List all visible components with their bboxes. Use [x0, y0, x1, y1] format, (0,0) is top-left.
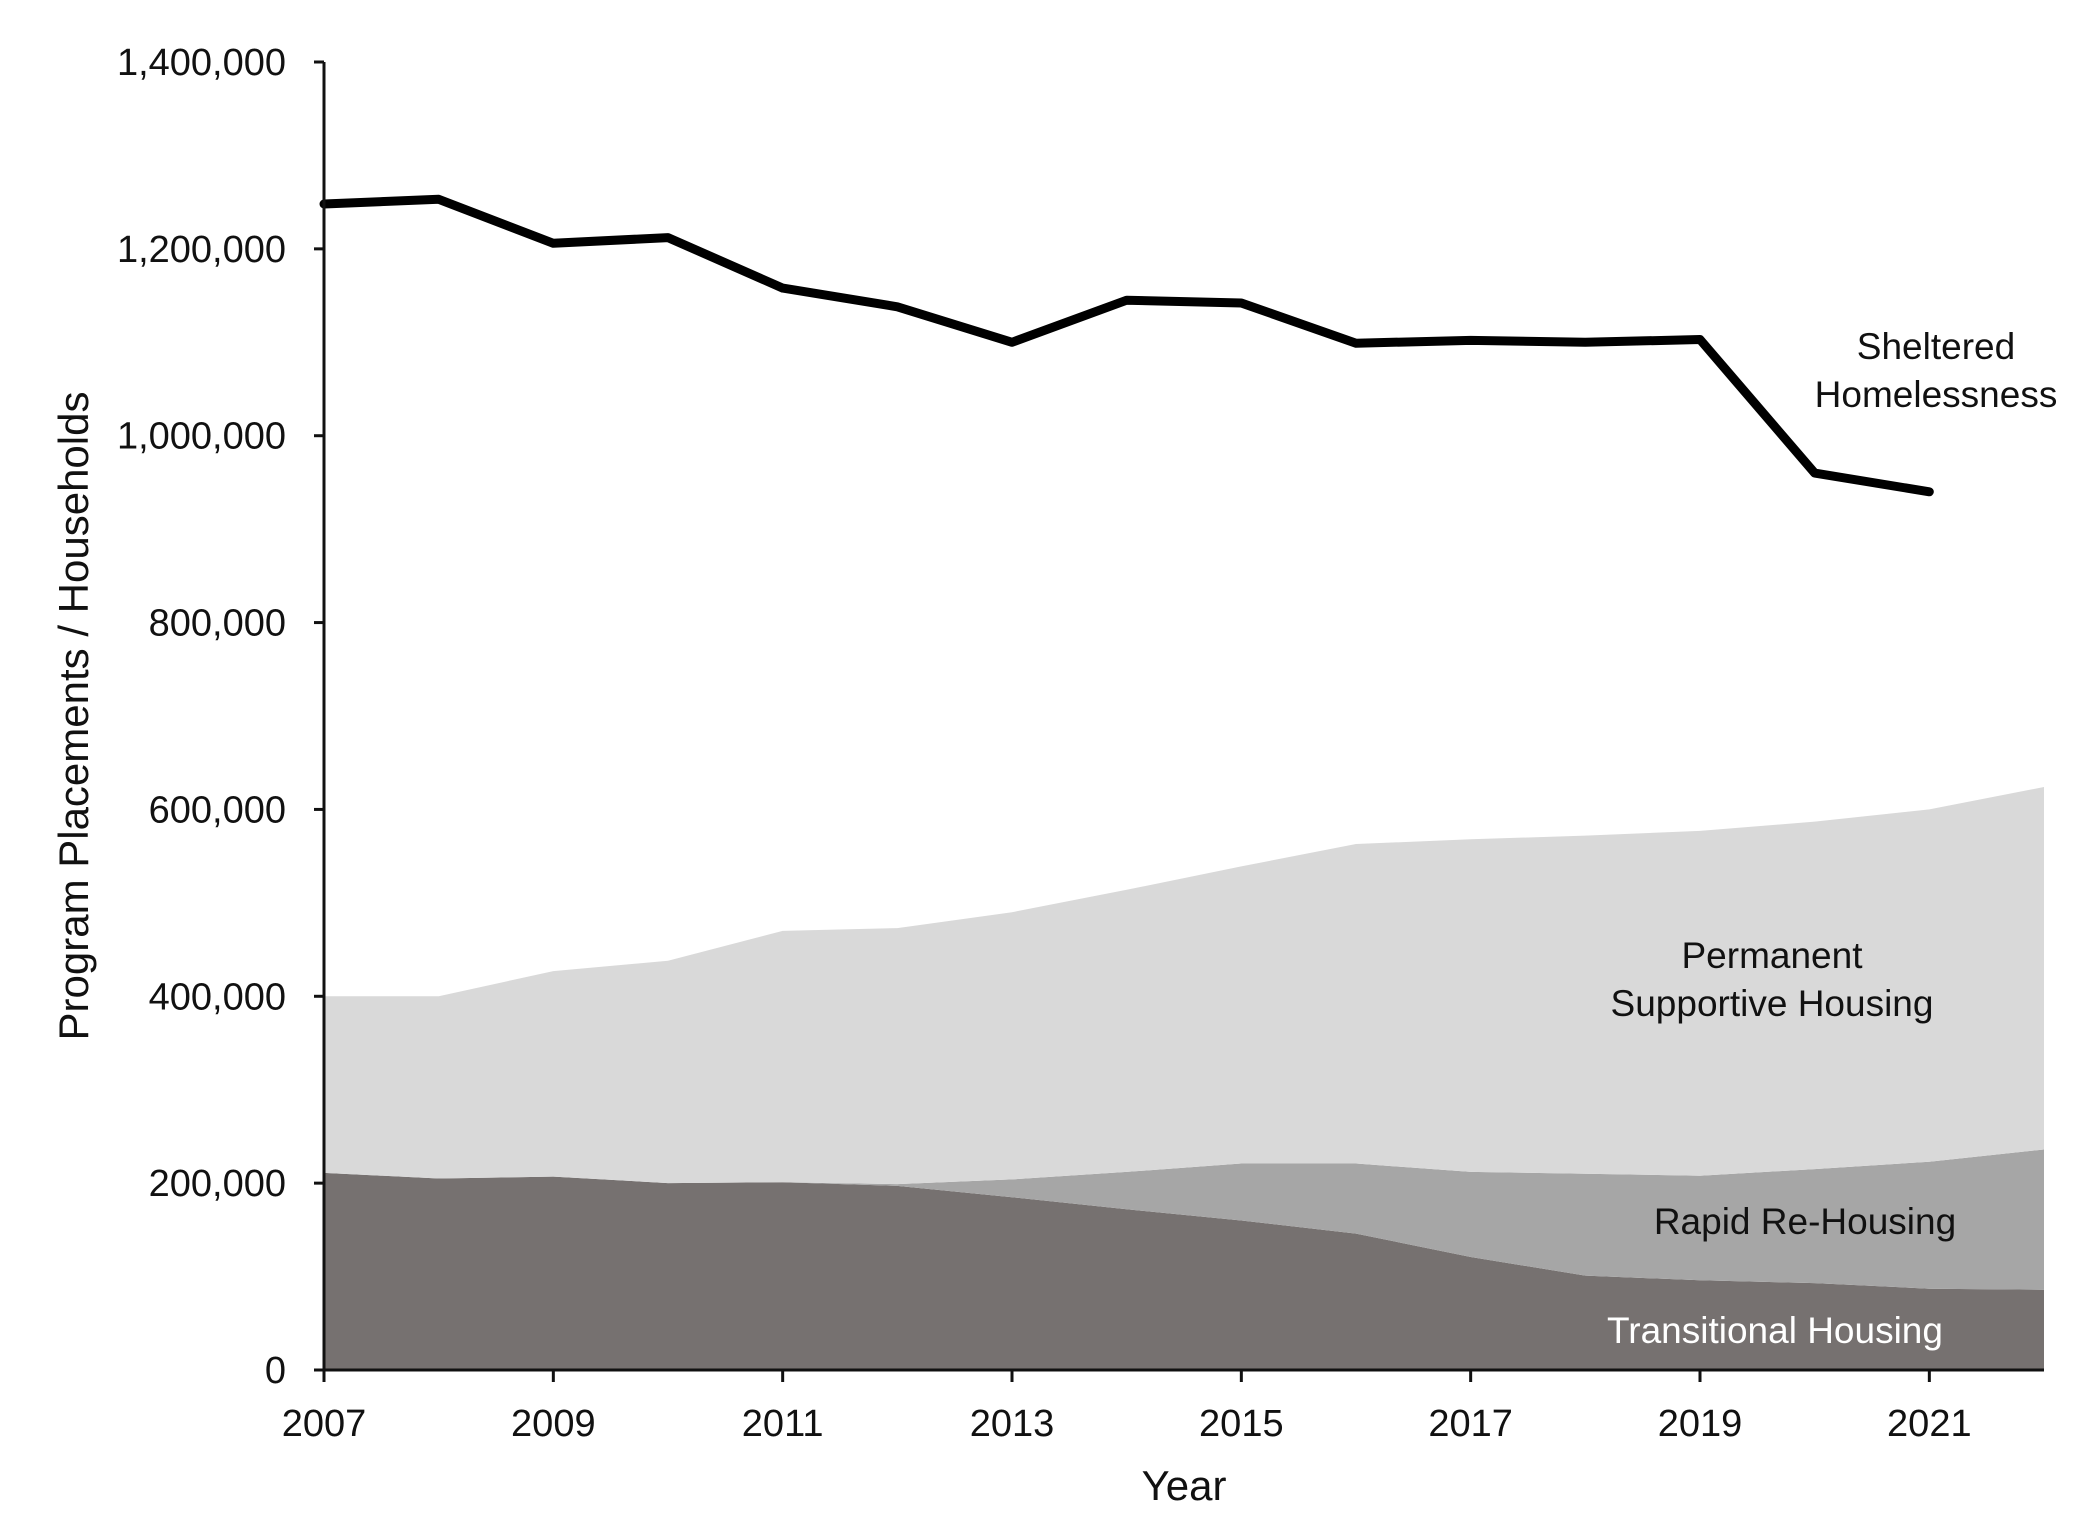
x-tick-label: 2009	[511, 1403, 596, 1445]
area-rapid-re-housing	[324, 1149, 2044, 1290]
axes-layer: 0 200,000 400,000 600,000 800,000 1,000,000 1,…	[50, 42, 2044, 1509]
area-permanent-supportive-housing	[324, 787, 2044, 1185]
x-tick-label: 2007	[282, 1403, 367, 1445]
y-tick-label: 800,000	[149, 603, 286, 645]
x-tick-label: 2021	[1887, 1403, 1972, 1445]
y-axis-title: Program Placements / Households	[50, 392, 97, 1041]
areas-layer	[324, 787, 2044, 1370]
y-tick-label: 1,400,000	[117, 42, 286, 84]
y-tick-label: 1,000,000	[117, 416, 286, 458]
x-tick-label: 2019	[1658, 1403, 1743, 1445]
line-sheltered-homelessness	[319, 194, 1934, 497]
y-tick-label: 400,000	[149, 976, 286, 1018]
label-sheltered-homelessness: Sheltered Homelessness	[1815, 326, 2058, 415]
y-tick-label: 600,000	[149, 789, 286, 831]
labels-layer: Transitional Housing Rapid Re-Housing Perm…	[1607, 326, 2057, 1351]
y-tick-label: 1,200,000	[117, 229, 286, 271]
x-tick-label: 2017	[1428, 1403, 1513, 1445]
y-tick-label: 0	[265, 1350, 286, 1392]
x-tick-label: 2013	[970, 1403, 1055, 1445]
label-rapid-re-housing: Rapid Re-Housing	[1654, 1201, 1956, 1242]
line-layer	[319, 194, 1934, 497]
x-axis-title: Year	[1142, 1462, 1227, 1509]
y-tick-label: 200,000	[149, 1163, 286, 1205]
label-permanent-supportive-housing: Permanent Supportive Housing	[1611, 935, 1934, 1024]
x-tick-label: 2015	[1199, 1403, 1284, 1445]
label-transitional-housing: Transitional Housing	[1607, 1310, 1943, 1351]
area-transitional-housing	[324, 1172, 2044, 1370]
x-tick-label: 2011	[742, 1403, 824, 1445]
